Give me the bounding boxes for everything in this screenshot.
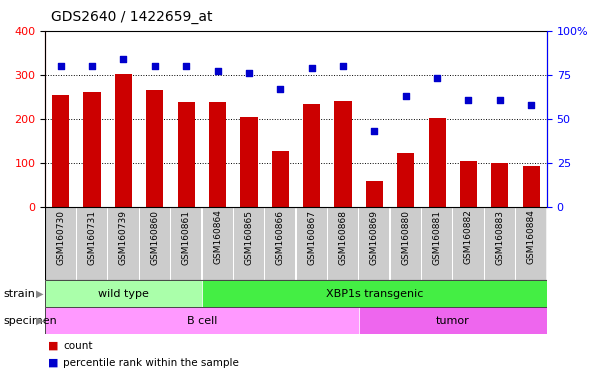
Text: GSM160884: GSM160884 bbox=[526, 210, 535, 265]
Text: count: count bbox=[63, 341, 93, 351]
Bar bbox=[202, 280, 547, 307]
Bar bbox=[297, 208, 327, 280]
Bar bbox=[234, 208, 264, 280]
Text: GDS2640 / 1422659_at: GDS2640 / 1422659_at bbox=[51, 10, 213, 23]
Bar bbox=[108, 208, 139, 280]
Point bbox=[432, 75, 442, 81]
Bar bbox=[45, 307, 359, 334]
Text: ■: ■ bbox=[48, 358, 58, 368]
Text: GSM160860: GSM160860 bbox=[150, 210, 159, 265]
Text: GSM160881: GSM160881 bbox=[433, 210, 442, 265]
Bar bbox=[359, 307, 547, 334]
Text: GSM160739: GSM160739 bbox=[119, 210, 128, 265]
Bar bbox=[328, 208, 358, 280]
Bar bbox=[422, 208, 452, 280]
Text: tumor: tumor bbox=[436, 316, 470, 326]
Point bbox=[464, 96, 474, 103]
Bar bbox=[240, 117, 258, 207]
Bar bbox=[171, 208, 201, 280]
Text: GSM160883: GSM160883 bbox=[495, 210, 504, 265]
Bar bbox=[265, 208, 295, 280]
Bar bbox=[460, 161, 477, 207]
Point bbox=[118, 56, 128, 62]
Point bbox=[338, 63, 348, 69]
Point bbox=[307, 65, 317, 71]
Bar bbox=[397, 154, 415, 207]
Point bbox=[526, 102, 536, 108]
Point bbox=[213, 68, 222, 74]
Text: ▶: ▶ bbox=[36, 316, 43, 326]
Text: GSM160861: GSM160861 bbox=[182, 210, 191, 265]
Bar bbox=[209, 102, 226, 207]
Text: GSM160864: GSM160864 bbox=[213, 210, 222, 265]
Text: GSM160865: GSM160865 bbox=[245, 210, 254, 265]
Point bbox=[56, 63, 66, 69]
Bar bbox=[140, 208, 170, 280]
Text: GSM160880: GSM160880 bbox=[401, 210, 410, 265]
Point bbox=[401, 93, 410, 99]
Point bbox=[370, 128, 379, 134]
Bar bbox=[491, 163, 508, 207]
Bar bbox=[523, 166, 540, 207]
Text: GSM160866: GSM160866 bbox=[276, 210, 285, 265]
Point bbox=[182, 63, 191, 69]
Bar bbox=[77, 208, 107, 280]
Text: GSM160882: GSM160882 bbox=[464, 210, 473, 265]
Bar bbox=[272, 151, 289, 207]
Text: specimen: specimen bbox=[3, 316, 56, 326]
Bar bbox=[146, 90, 163, 207]
Bar bbox=[52, 95, 69, 207]
Bar bbox=[516, 208, 546, 280]
Point bbox=[275, 86, 285, 92]
Text: GSM160869: GSM160869 bbox=[370, 210, 379, 265]
Text: B cell: B cell bbox=[187, 316, 217, 326]
Bar bbox=[203, 208, 233, 280]
Bar bbox=[177, 102, 195, 207]
Text: percentile rank within the sample: percentile rank within the sample bbox=[63, 358, 239, 368]
Text: ▶: ▶ bbox=[36, 289, 43, 299]
Bar bbox=[359, 208, 389, 280]
Bar bbox=[391, 208, 421, 280]
Bar bbox=[366, 181, 383, 207]
Bar bbox=[303, 104, 320, 207]
Point bbox=[495, 96, 505, 103]
Bar bbox=[115, 74, 132, 207]
Text: XBP1s transgenic: XBP1s transgenic bbox=[326, 289, 423, 299]
Text: strain: strain bbox=[3, 289, 35, 299]
Bar bbox=[334, 101, 352, 207]
Text: GSM160868: GSM160868 bbox=[338, 210, 347, 265]
Text: GSM160731: GSM160731 bbox=[88, 210, 97, 265]
Text: GSM160730: GSM160730 bbox=[56, 210, 66, 265]
Bar bbox=[429, 118, 446, 207]
Bar bbox=[485, 208, 515, 280]
Bar bbox=[84, 92, 101, 207]
Point bbox=[87, 63, 97, 69]
Text: wild type: wild type bbox=[98, 289, 149, 299]
Point bbox=[150, 63, 160, 69]
Text: GSM160867: GSM160867 bbox=[307, 210, 316, 265]
Bar bbox=[46, 208, 76, 280]
Bar bbox=[453, 208, 484, 280]
Bar bbox=[45, 280, 202, 307]
Text: ■: ■ bbox=[48, 341, 58, 351]
Point bbox=[244, 70, 254, 76]
